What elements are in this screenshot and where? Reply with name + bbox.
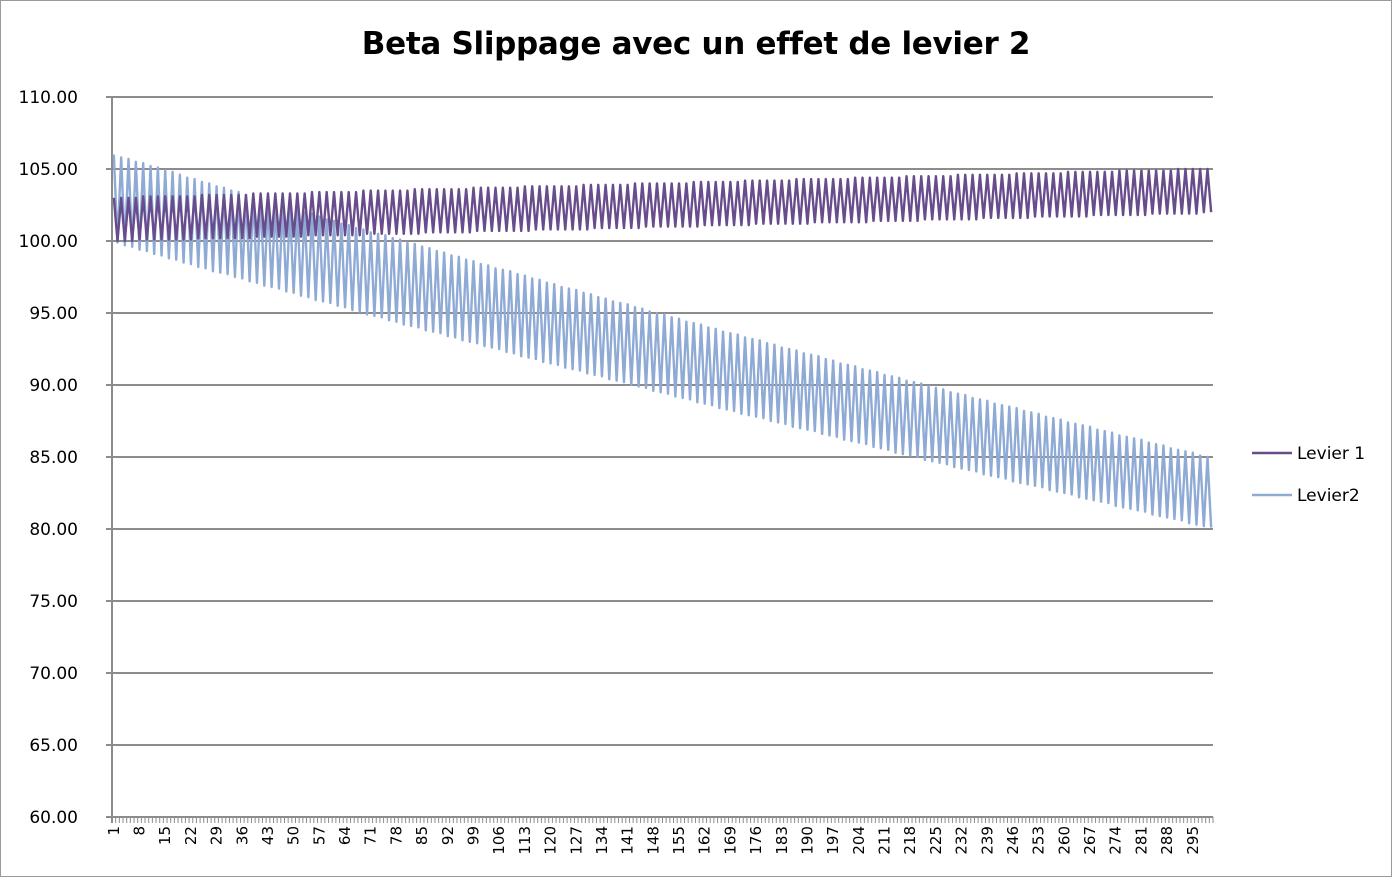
x-tick-label: 274	[1107, 826, 1125, 855]
legend-label: Levier 1	[1297, 444, 1365, 464]
x-tick-label: 36	[233, 826, 251, 845]
x-tick-marks	[111, 817, 1214, 823]
x-tick-label: 155	[670, 826, 688, 855]
x-tick-label: 253	[1030, 826, 1048, 855]
x-tick-label: 113	[516, 826, 534, 855]
x-tick-label: 120	[542, 826, 560, 855]
x-tick-label: 106	[490, 826, 508, 855]
legend-item: Levier2	[1252, 486, 1360, 506]
x-tick-label: 15	[156, 826, 174, 845]
x-tick-label: 239	[978, 826, 996, 855]
x-tick-label: 8	[131, 826, 149, 836]
x-tick-label: 190	[798, 826, 816, 855]
chart-title: Beta Slippage avec un effet de levier 2	[361, 26, 1031, 62]
x-tick-label: 43	[259, 826, 277, 845]
legend-label: Levier2	[1297, 486, 1360, 506]
x-tick-label: 260	[1055, 826, 1073, 855]
x-tick-label: 99	[464, 826, 482, 845]
series-line-levier-1	[112, 167, 1213, 243]
y-tick-label: 60.00	[29, 808, 78, 828]
x-tick-label: 127	[567, 826, 585, 855]
x-tick-label: 50	[285, 826, 303, 845]
legend: Levier 1 Levier2	[1252, 444, 1365, 506]
y-tick-label: 90.00	[29, 376, 78, 396]
x-tick-label: 232	[953, 826, 971, 855]
y-tick-label: 95.00	[29, 304, 78, 324]
legend-item: Levier 1	[1252, 444, 1365, 464]
x-tick-label: 281	[1132, 826, 1150, 855]
x-tick-label: 71	[362, 826, 380, 845]
x-tick-label: 29	[208, 826, 226, 845]
x-tick-label: 295	[1184, 826, 1202, 855]
x-tick-label: 57	[310, 826, 328, 845]
y-tick-label: 75.00	[29, 592, 78, 612]
x-tick-label: 162	[696, 826, 714, 855]
x-tick-label: 148	[644, 826, 662, 855]
x-tick-label: 176	[747, 826, 765, 855]
y-tick-label: 110.00	[19, 88, 78, 108]
y-tick-label: 70.00	[29, 664, 78, 684]
y-tick-label: 85.00	[29, 448, 78, 468]
y-tick-label: 80.00	[29, 520, 78, 540]
x-tick-label: 183	[773, 826, 791, 855]
x-tick-label: 267	[1081, 826, 1099, 855]
x-tick-label: 85	[413, 826, 431, 845]
y-tick-label: 105.00	[19, 160, 78, 180]
series-line-levier2	[112, 154, 1213, 528]
x-tick-label: 134	[593, 826, 611, 855]
x-tick-label: 218	[901, 826, 919, 855]
x-tick-label: 78	[387, 826, 405, 845]
x-tick-label: 141	[619, 826, 637, 855]
x-tick-label: 22	[182, 826, 200, 845]
y-tick-label: 65.00	[29, 736, 78, 756]
x-tick-label: 288	[1158, 826, 1176, 855]
x-tick-label: 169	[721, 826, 739, 855]
x-tick-label: 92	[439, 826, 457, 845]
x-tick-label: 197	[824, 826, 842, 855]
x-tick-label: 225	[927, 826, 945, 855]
x-tick-label: 204	[850, 826, 868, 855]
x-tick-label: 64	[336, 826, 354, 845]
x-tick-label: 1	[105, 826, 123, 836]
y-tick-label: 100.00	[19, 232, 78, 252]
x-tick-label: 211	[876, 826, 894, 855]
x-tick-label: 246	[1004, 826, 1022, 855]
